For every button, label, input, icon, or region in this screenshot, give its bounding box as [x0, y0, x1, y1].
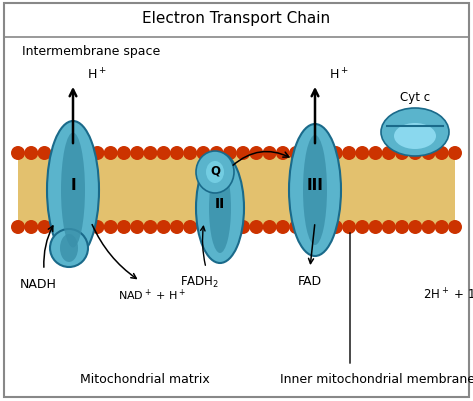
Circle shape	[51, 221, 65, 235]
Circle shape	[130, 147, 144, 160]
Ellipse shape	[394, 124, 436, 150]
Circle shape	[11, 147, 25, 160]
Text: NADH: NADH	[19, 278, 56, 291]
Circle shape	[104, 221, 118, 235]
Text: Q: Q	[210, 164, 220, 177]
Circle shape	[236, 221, 250, 235]
Text: H$^+$: H$^+$	[329, 67, 349, 83]
Circle shape	[24, 221, 38, 235]
Ellipse shape	[206, 162, 224, 184]
Circle shape	[395, 147, 409, 160]
Circle shape	[183, 221, 197, 235]
Text: Mitochondrial matrix: Mitochondrial matrix	[80, 373, 210, 385]
Circle shape	[276, 147, 290, 160]
Circle shape	[289, 147, 303, 160]
Text: II: II	[215, 196, 225, 211]
Circle shape	[157, 221, 171, 235]
Circle shape	[11, 221, 25, 235]
Circle shape	[117, 221, 131, 235]
Circle shape	[24, 147, 38, 160]
Circle shape	[276, 221, 290, 235]
Circle shape	[143, 147, 158, 160]
Circle shape	[315, 147, 330, 160]
Circle shape	[196, 147, 210, 160]
Text: Intermembrane space: Intermembrane space	[22, 45, 160, 59]
Ellipse shape	[196, 154, 244, 263]
Circle shape	[210, 221, 224, 235]
Circle shape	[157, 147, 171, 160]
Circle shape	[64, 221, 78, 235]
Circle shape	[448, 221, 462, 235]
Ellipse shape	[381, 109, 449, 157]
Circle shape	[355, 147, 369, 160]
Circle shape	[37, 147, 52, 160]
Text: Electron Transport Chain: Electron Transport Chain	[142, 10, 331, 25]
Ellipse shape	[60, 235, 78, 262]
Circle shape	[223, 221, 237, 235]
Circle shape	[37, 221, 52, 235]
Circle shape	[435, 221, 449, 235]
Text: NAD$^+$ + H$^+$: NAD$^+$ + H$^+$	[118, 287, 186, 302]
Circle shape	[117, 147, 131, 160]
Circle shape	[130, 221, 144, 235]
Circle shape	[421, 221, 436, 235]
Bar	[18, 155, 455, 227]
Circle shape	[408, 221, 422, 235]
Circle shape	[143, 221, 158, 235]
Circle shape	[249, 147, 263, 160]
Circle shape	[210, 147, 224, 160]
Ellipse shape	[303, 136, 327, 245]
Circle shape	[289, 221, 303, 235]
Circle shape	[51, 147, 65, 160]
Circle shape	[90, 147, 105, 160]
Circle shape	[223, 147, 237, 160]
Text: H$^+$: H$^+$	[87, 67, 106, 83]
Circle shape	[302, 147, 316, 160]
Circle shape	[342, 221, 356, 235]
Circle shape	[263, 147, 277, 160]
Circle shape	[90, 221, 105, 235]
Ellipse shape	[50, 229, 88, 267]
Circle shape	[170, 221, 184, 235]
Circle shape	[263, 221, 277, 235]
Circle shape	[329, 147, 343, 160]
Circle shape	[382, 147, 396, 160]
Circle shape	[408, 147, 422, 160]
FancyBboxPatch shape	[4, 4, 469, 397]
Circle shape	[329, 221, 343, 235]
Text: Cyt c: Cyt c	[400, 90, 430, 103]
Circle shape	[448, 147, 462, 160]
Text: FADH$_2$: FADH$_2$	[180, 274, 219, 289]
Text: Inner mitochondrial membrane: Inner mitochondrial membrane	[280, 373, 473, 385]
Ellipse shape	[289, 125, 341, 256]
Circle shape	[355, 221, 369, 235]
Circle shape	[315, 221, 330, 235]
Circle shape	[395, 221, 409, 235]
Circle shape	[170, 147, 184, 160]
Circle shape	[183, 147, 197, 160]
Ellipse shape	[61, 133, 85, 248]
Circle shape	[302, 221, 316, 235]
Circle shape	[435, 147, 449, 160]
Circle shape	[77, 221, 91, 235]
Text: III: III	[307, 178, 324, 193]
Circle shape	[196, 221, 210, 235]
Text: FAD: FAD	[298, 275, 322, 288]
Circle shape	[382, 221, 396, 235]
Circle shape	[421, 147, 436, 160]
Circle shape	[249, 221, 263, 235]
Circle shape	[77, 147, 91, 160]
Circle shape	[64, 147, 78, 160]
Circle shape	[236, 147, 250, 160]
Ellipse shape	[196, 152, 234, 194]
Ellipse shape	[47, 122, 99, 259]
Circle shape	[368, 147, 383, 160]
Text: I: I	[70, 178, 76, 193]
Ellipse shape	[209, 164, 231, 253]
Circle shape	[368, 221, 383, 235]
Circle shape	[104, 147, 118, 160]
Text: 2H$^+$ + 1/2O$_2$: 2H$^+$ + 1/2O$_2$	[423, 286, 473, 303]
Circle shape	[342, 147, 356, 160]
